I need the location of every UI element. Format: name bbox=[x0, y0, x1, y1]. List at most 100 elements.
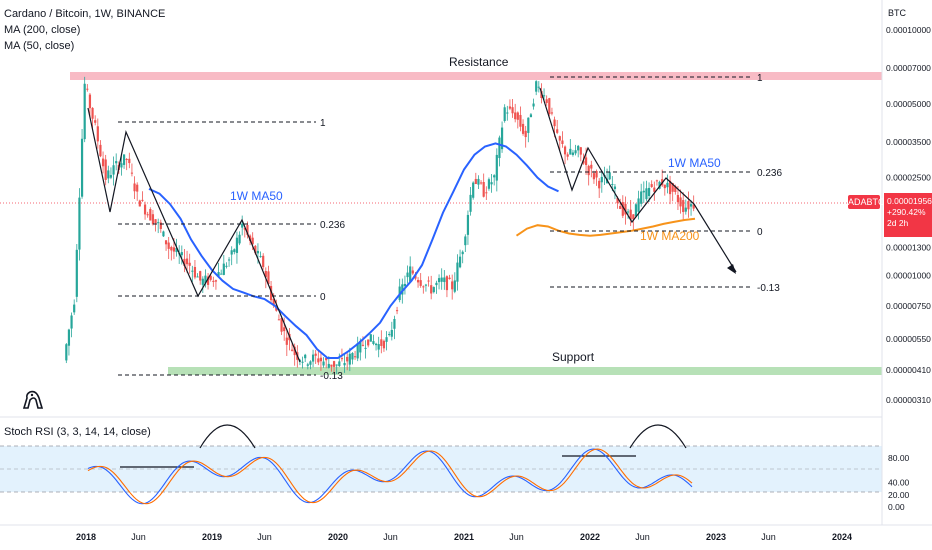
candle-body bbox=[608, 172, 611, 180]
time-axis-ticks[interactable]: 2018 Jun 2019 Jun 2020 Jun 2021 Jun 2022 Jun 2023 J… bbox=[76, 532, 852, 542]
candle-body bbox=[393, 318, 396, 329]
candle-body bbox=[204, 275, 207, 284]
time-tick-label: 2020 bbox=[328, 532, 348, 542]
candle-body bbox=[188, 262, 191, 266]
candle-body bbox=[107, 170, 110, 179]
candle-body bbox=[592, 173, 596, 180]
candle-body bbox=[550, 112, 554, 114]
candle-body bbox=[94, 120, 97, 123]
resistance-zone bbox=[70, 72, 882, 80]
candle-body bbox=[613, 186, 617, 190]
candle-body bbox=[233, 249, 236, 253]
symbol-title[interactable]: Cardano / Bitcoin, 1W, BINANCE bbox=[4, 8, 166, 20]
candle-body bbox=[183, 258, 186, 267]
candle-body bbox=[367, 339, 370, 346]
candle-body bbox=[280, 318, 283, 332]
candle-body bbox=[377, 344, 380, 350]
candle-body bbox=[133, 183, 136, 192]
candle-body bbox=[529, 114, 533, 118]
candle-body bbox=[348, 353, 351, 365]
candle-body bbox=[556, 129, 559, 133]
ma200-legend[interactable]: MA (200, close) bbox=[4, 24, 81, 36]
candle-body bbox=[624, 203, 627, 215]
candle-body bbox=[67, 329, 71, 346]
candle-body bbox=[621, 202, 624, 216]
candle-body bbox=[692, 204, 695, 209]
stoch-tick-label: 40.00 bbox=[888, 478, 910, 488]
candle-body bbox=[437, 278, 441, 283]
candle-body bbox=[330, 364, 333, 367]
fib-right-0236-label: 0.236 bbox=[757, 168, 782, 179]
candle-body bbox=[159, 222, 162, 229]
candle-body bbox=[83, 83, 86, 140]
stoch-top-arc-left bbox=[199, 424, 256, 449]
candle-body bbox=[353, 356, 357, 358]
candle-body bbox=[185, 258, 189, 265]
candle-body bbox=[574, 150, 577, 154]
candle-body bbox=[369, 334, 372, 342]
price-tick-label: 0.00001000 bbox=[886, 270, 931, 280]
candle-body bbox=[629, 209, 632, 220]
candle-body bbox=[332, 361, 336, 367]
candle-body bbox=[679, 197, 682, 207]
stoch-top-arc-right bbox=[629, 424, 687, 449]
ma200-label: 1W MA200 bbox=[640, 229, 700, 243]
stoch-legend[interactable]: Stoch RSI (3, 3, 14, 14, close) bbox=[4, 426, 151, 438]
candle-body bbox=[658, 181, 661, 189]
candle-body bbox=[340, 358, 344, 360]
candle-body bbox=[374, 343, 378, 346]
time-tick-label: Jun bbox=[257, 532, 272, 542]
current-price-value: 0.00001956 bbox=[887, 196, 932, 206]
candle-body bbox=[196, 276, 199, 278]
candle-body bbox=[91, 107, 94, 119]
candle-body bbox=[241, 223, 244, 228]
candle-body bbox=[372, 341, 375, 344]
candle-body bbox=[435, 282, 438, 286]
candle-body bbox=[453, 280, 456, 292]
candle-body bbox=[448, 277, 451, 280]
candle-body bbox=[548, 98, 551, 115]
current-price-change: +290.42% bbox=[887, 207, 926, 217]
candle-body bbox=[479, 182, 483, 184]
bar-countdown: 2d 2h bbox=[887, 218, 909, 228]
candle-body bbox=[566, 154, 569, 157]
candle-body bbox=[456, 262, 459, 282]
price-tick-label: 0.00000310 bbox=[886, 395, 931, 405]
candle-body bbox=[674, 186, 677, 192]
candle-body bbox=[561, 140, 564, 144]
candle-body bbox=[482, 181, 485, 197]
candle-body bbox=[409, 266, 412, 282]
candle-body bbox=[325, 357, 328, 361]
candle-body bbox=[577, 145, 580, 151]
candle-body bbox=[469, 194, 472, 212]
candle-body bbox=[338, 361, 341, 367]
candle-body bbox=[474, 178, 477, 185]
candle-body bbox=[445, 276, 449, 291]
candle-body bbox=[508, 106, 512, 109]
candle-body bbox=[524, 130, 527, 138]
candle-body bbox=[684, 207, 687, 212]
candle-body bbox=[498, 137, 501, 159]
price-tick-label: 0.00005000 bbox=[886, 99, 931, 109]
candle-body bbox=[655, 180, 659, 182]
candle-body bbox=[143, 204, 147, 215]
fib-right-1-label: 1 bbox=[757, 73, 763, 84]
candle-body bbox=[285, 337, 288, 345]
candle-body bbox=[254, 245, 257, 254]
time-tick-label: 2022 bbox=[580, 532, 600, 542]
stoch-scale-ticks[interactable]: 80.00 40.00 20.00 0.00 bbox=[888, 453, 910, 512]
candle-body bbox=[477, 178, 480, 185]
candle-body bbox=[243, 228, 246, 230]
candle-body bbox=[343, 362, 346, 366]
candle-body bbox=[170, 246, 173, 251]
candle-body bbox=[290, 349, 294, 351]
candle-body bbox=[642, 190, 645, 193]
candle-body bbox=[128, 158, 131, 164]
candle-body bbox=[645, 188, 648, 200]
time-tick-label: 2021 bbox=[454, 532, 474, 542]
candle-body bbox=[262, 255, 265, 268]
ma50-legend[interactable]: MA (50, close) bbox=[4, 40, 75, 52]
candle-body bbox=[634, 204, 638, 217]
price-tick-label: 0.00007000 bbox=[886, 63, 931, 73]
